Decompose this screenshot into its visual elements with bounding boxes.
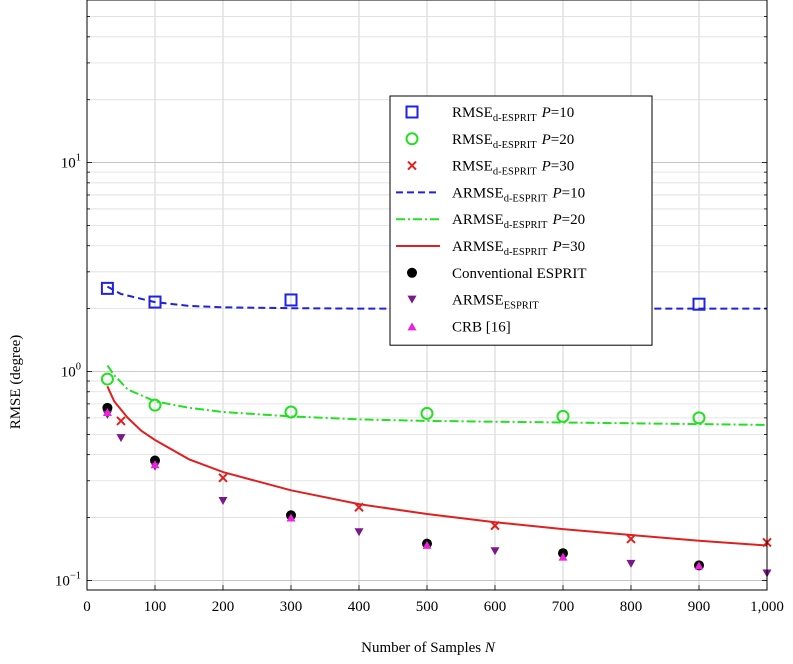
x-axis-label: Number of Samples N	[361, 640, 496, 656]
legend-label: CRB [16]	[452, 319, 511, 335]
data-point	[692, 411, 706, 425]
legend-entry: RMSEd-ESPRIT P=30	[407, 159, 574, 178]
axis-ticks: 0 100 200 300 400 500 600 700 800 900 1,000 10−1 100…	[55, 0, 784, 615]
legend-label: ARMSEd-ESPRIT P=30	[452, 239, 585, 258]
data-point	[116, 416, 126, 426]
legend-label: ARMSEd-ESPRIT P=20	[452, 212, 585, 231]
x-tick-label: 300	[280, 599, 303, 615]
legend-label: RMSEd-ESPRIT P=20	[452, 132, 574, 151]
data-point	[354, 528, 364, 537]
data-point	[626, 534, 636, 544]
series-2	[116, 416, 772, 548]
data-point	[284, 293, 298, 307]
data-point	[100, 372, 114, 386]
series-4	[106, 364, 768, 426]
legend-swatch	[405, 105, 419, 119]
legend-swatch	[405, 132, 419, 146]
series-1	[100, 372, 706, 425]
legend-entry: RMSEd-ESPRIT P=10	[405, 105, 574, 124]
series-5	[106, 385, 768, 547]
legend-entry: Conventional ESPRIT	[407, 266, 587, 282]
x-tick-label: 400	[348, 599, 371, 615]
x-tick-label: 900	[688, 599, 711, 615]
series-7	[102, 410, 772, 578]
legend-entry: ARMSEd-ESPRIT P=20	[396, 212, 585, 231]
y-axis-label: RMSE (degree)	[8, 335, 24, 430]
legend-entry: ARMSEESPRIT	[407, 293, 539, 312]
data-point	[100, 281, 114, 295]
y-tick-label: 10−1	[55, 570, 81, 589]
legend-entry: CRB [16]	[407, 319, 511, 335]
data-point	[102, 402, 113, 413]
data-point	[148, 398, 162, 412]
data-point	[694, 561, 704, 570]
legend-swatch	[407, 322, 417, 331]
legend-label: Conventional ESPRIT	[452, 266, 587, 282]
x-tick-label: 1,000	[750, 599, 784, 615]
series-line	[106, 364, 768, 426]
series-line	[106, 385, 768, 547]
y-tick-label: 100	[61, 362, 81, 381]
x-tick-label: 0	[83, 599, 91, 615]
legend-box	[389, 95, 653, 346]
series-line	[106, 285, 767, 310]
x-tick-label: 500	[416, 599, 439, 615]
data-point	[556, 409, 570, 423]
data-point	[626, 559, 636, 568]
x-tick-label: 100	[144, 599, 167, 615]
x-tick-label: 600	[484, 599, 507, 615]
legend-entry: ARMSEd-ESPRIT P=30	[396, 239, 585, 258]
data-point	[422, 540, 432, 549]
legend-swatch	[407, 160, 417, 171]
data-point	[490, 547, 500, 556]
y-tick-label: 101	[61, 153, 81, 172]
data-point	[692, 297, 706, 311]
plot-series	[100, 281, 772, 578]
legend-swatch	[407, 295, 417, 304]
series-8	[102, 408, 704, 570]
data-point	[284, 405, 298, 419]
data-point	[116, 434, 126, 443]
legend-label: RMSEd-ESPRIT P=10	[452, 105, 574, 124]
legend-entry: RMSEd-ESPRIT P=20	[405, 132, 574, 151]
data-point	[150, 460, 160, 469]
data-point	[286, 513, 296, 522]
legend-swatch	[407, 267, 417, 278]
data-point	[218, 497, 228, 506]
legend-label: ARMSEESPRIT	[452, 293, 539, 312]
legend-label: RMSEd-ESPRIT P=30	[452, 159, 574, 178]
series-3	[106, 285, 767, 310]
data-point	[102, 408, 112, 417]
data-point	[558, 552, 568, 561]
legend: RMSEd-ESPRIT P=10 RMSEd-ESPRIT P=20 RMSEd-ES…	[389, 95, 653, 346]
series-6	[102, 402, 704, 571]
data-point	[218, 473, 228, 483]
data-point	[420, 406, 434, 420]
legend-entry: ARMSEd-ESPRIT P=10	[396, 185, 585, 204]
x-tick-label: 800	[620, 599, 643, 615]
x-tick-label: 200	[212, 599, 235, 615]
x-tick-label: 700	[552, 599, 575, 615]
legend-label: ARMSEd-ESPRIT P=10	[452, 185, 585, 204]
x-axis-label-text: Number of Samples	[361, 640, 481, 656]
x-axis-label-var: N	[484, 640, 496, 656]
